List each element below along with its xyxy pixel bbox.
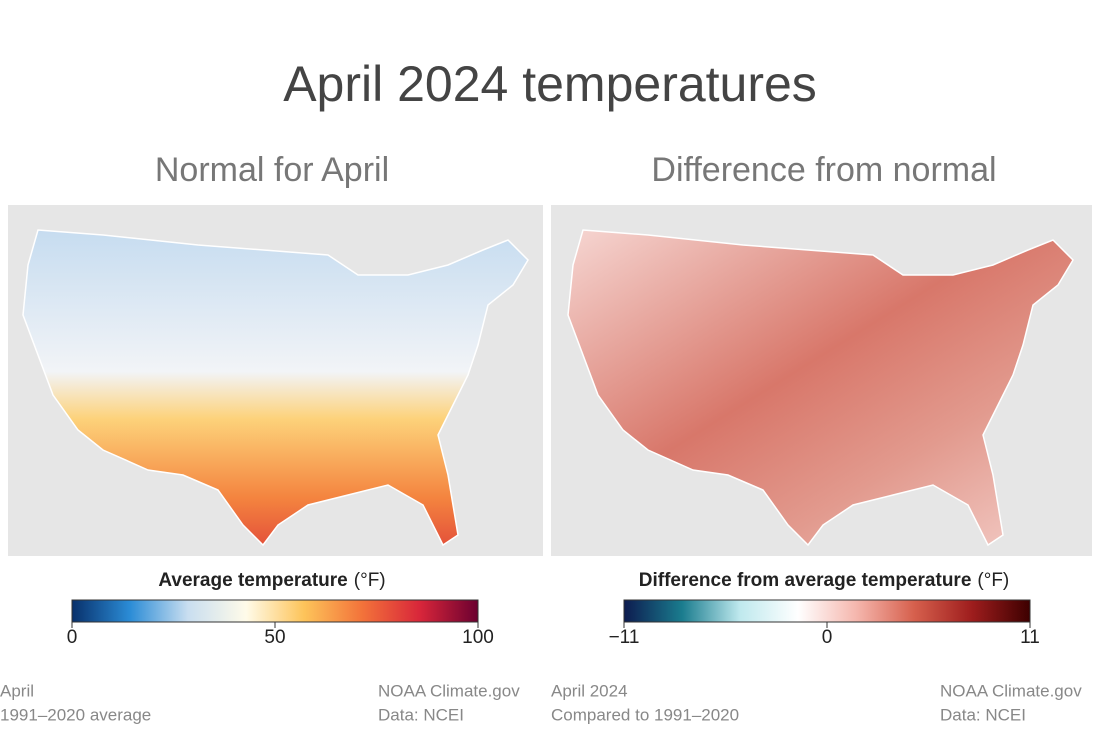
credit: Data: NCEI (940, 705, 1026, 724)
legend-title-text: Average temperature (158, 570, 347, 591)
note: 1991–2020 average (0, 705, 151, 724)
subtitle: Normal for April (155, 151, 389, 189)
credit: Data: NCEI (378, 705, 464, 724)
color-bar (623, 599, 1031, 623)
tick-label: 0 (822, 627, 833, 648)
map-panel (8, 205, 543, 556)
tick-label: −11 (609, 627, 640, 648)
credit: NOAA Climate.gov (940, 681, 1082, 700)
map-panel (551, 205, 1092, 556)
note: April 2024 (551, 681, 628, 700)
note: Compared to 1991–2020 (551, 705, 739, 724)
color-bar (71, 599, 479, 623)
legend-title: Average temperature (°F) (158, 570, 385, 591)
tick-label: 100 (462, 627, 494, 648)
legend-unit: (°F) (977, 570, 1009, 591)
tick-label: 0 (67, 627, 78, 648)
note: April (0, 681, 34, 700)
tick-label: 11 (1020, 627, 1040, 648)
title: April 2024 temperatures (283, 56, 817, 112)
credit: NOAA Climate.gov (378, 681, 520, 700)
legend-unit: (°F) (354, 570, 386, 591)
subtitle: Difference from normal (651, 151, 996, 189)
legend-title-text: Difference from average temperature (639, 570, 972, 591)
legend-title: Difference from average temperature (°F) (639, 570, 1010, 591)
tick-label: 50 (264, 627, 285, 648)
